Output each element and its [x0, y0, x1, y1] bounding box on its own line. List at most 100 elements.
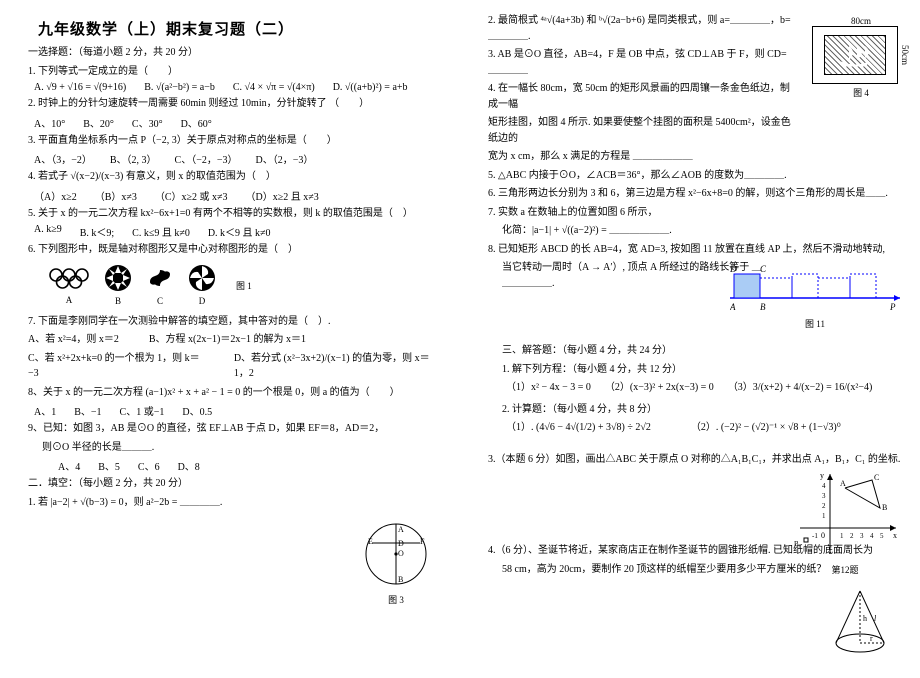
q7-row2: C、若 x²+2x+k=0 的一个根为 1，则 k＝−3 D、若分式 (x²−3…: [28, 351, 442, 382]
q2-stem: 2. 时钟上的分针匀速旋转一周需要 60min 则经过 10min，分针旋转了 …: [28, 96, 442, 112]
q1-opt-b: B. √(a²−b²) = a−b: [144, 82, 215, 93]
icon-c-label: C: [157, 296, 163, 306]
svg-text:2: 2: [850, 532, 854, 540]
s-shape-icon: [146, 264, 174, 292]
q2-choices: A、10° B、20° C、30° D、60°: [34, 115, 442, 130]
q7-row1: A、若 x²=4，则 x＝2 B、方程 x(2x−1)＝2x−1 的解为 x＝1: [28, 332, 442, 348]
figure-3: A O D E F B 图 3: [362, 520, 430, 606]
svg-text:-1: -1: [812, 532, 818, 540]
task-1: 1. 解下列方程：（每小题 4 分，共 12 分）: [502, 362, 902, 378]
section-2-heading: 二．填空：（每小题 2 分，共 20 分）: [28, 476, 442, 492]
icon-a-label: A: [66, 295, 73, 305]
task-1-items: （1）x² − 4x − 3 = 0 （2）(x−3)² + 2x(x−3) =…: [506, 380, 902, 396]
svg-text:O: O: [398, 549, 404, 558]
problem-3: 3.（本题 6 分）如图，画出△ABC 关于原点 O 对称的△A₁B₁C₁，并求…: [488, 452, 902, 468]
section-3-heading: 三、解答题：（每小题 4 分，共 24 分）: [502, 343, 902, 359]
q3-opt-d: D、（2，−3）: [256, 151, 314, 166]
svg-text:B: B: [760, 302, 766, 312]
fill-6: 6. 三角形两边长分别为 3 和 6，第三边是方程 x²−6x+8=0 的解，则…: [488, 186, 902, 202]
q3-opt-c: C、（−2，−3）: [175, 151, 238, 166]
q9-opt-b: B、5: [98, 458, 120, 473]
q7-opt-d: D、若分式 (x²−3x+2)/(x−1) 的值为零，则 x＝1，2: [234, 351, 442, 382]
svg-text:x: x: [893, 531, 897, 540]
figure-3-caption: 图 3: [362, 593, 430, 606]
q2-opt-b: B、20°: [83, 115, 114, 130]
figure-4: 80cm 50cm 图 4: [812, 16, 910, 99]
fig4-inner-rect: [824, 35, 886, 75]
fig4-dim-50: 50cm: [900, 45, 910, 65]
page-title: 九年级数学（上）期末复习题（二）: [38, 18, 442, 39]
q9-opt-c: C、6: [138, 458, 160, 473]
icon-d: D: [188, 264, 216, 306]
q8-opt-a: A、1: [34, 403, 56, 418]
q4-opt-a: （A）x≥2: [34, 188, 77, 203]
svg-text:l: l: [874, 614, 877, 623]
fig4-dim-80: 80cm: [812, 16, 910, 26]
fig4-outer-rect: [812, 26, 898, 84]
q1-stem: 1. 下列等式一定成立的是（ ）: [28, 64, 442, 80]
svg-text:1: 1: [840, 532, 844, 540]
q8-opt-c: C、1 或−1: [120, 403, 165, 418]
q6-stem: 6. 下列图形中，既是轴对称图形又是中心对称图形的是（ ）: [28, 242, 442, 258]
fill-4c: 宽为 x cm，那么 x 满足的方程是 ＿＿＿＿＿＿: [488, 149, 902, 165]
icon-d-label: D: [199, 296, 206, 306]
figure-11: D C A B P 图 11: [730, 258, 900, 330]
svg-text:B: B: [398, 575, 403, 584]
fill-7b: 化简：|a−1| + √((a−2)²) = ＿＿＿＿＿＿.: [502, 223, 902, 239]
q4-choices: （A）x≥2 （B）x≠3 （C）x≥2 或 x≠3 （D）x≥2 且 x≠3: [34, 188, 442, 203]
q9-choices: A、4 B、5 C、6 D、8: [58, 458, 442, 473]
q5-stem: 5. 关于 x 的一元二次方程 kx²−6x+1=0 有两个不相等的实数根，则 …: [28, 206, 442, 222]
figure-4-caption: 图 4: [812, 86, 910, 99]
q4-opt-c: （C）x≥2 或 x≠3: [155, 188, 228, 203]
q9-opt-a: A、4: [58, 458, 80, 473]
cone-icon: h l r: [830, 585, 890, 657]
task-2-items: （1）. (4√6 − 4√(1/2) + 3√8) ÷ 2√2 （2）. (−…: [506, 420, 902, 436]
figure-1-caption: 图 1: [236, 279, 252, 292]
q9-stem-b: 则⊙O 半径的长是＿＿＿.: [42, 440, 442, 456]
fill-1: 1. 若 |a−2| + √(b−3) = 0，则 a²−2b = ＿＿＿＿.: [28, 495, 442, 511]
fill-5: 5. △ABC 内接于⊙O，∠ACB＝36°，那么∠AOB 的度数为＿＿＿＿.: [488, 168, 902, 184]
svg-text:A: A: [730, 302, 736, 312]
coordinate-graph: x y 0 A C B 12345 -1 1234 B₁ 第12题: [790, 468, 900, 576]
q5-opt-a: A. k≥9: [34, 224, 62, 239]
t2b: （2）. (−2)² − (√2)⁻¹ × √8 + (1−√3)⁰: [691, 420, 841, 436]
svg-text:3: 3: [822, 492, 826, 500]
q5-choices: A. k≥9 B. k＜9; C. k≤9 且 k≠0 D. k＜9 且 k≠0: [34, 224, 442, 239]
q2-opt-d: D、60°: [181, 115, 212, 130]
q4-opt-b: （B）x≠3: [95, 188, 137, 203]
q7-opt-a: A、若 x²=4，则 x＝2: [28, 332, 119, 348]
svg-text:1: 1: [822, 512, 826, 520]
q5-opt-b: B. k＜9;: [80, 224, 114, 239]
q3-stem: 3. 平面直角坐标系内一点 P（−2, 3）关于原点对称点的坐标是（ ）: [28, 133, 442, 149]
exam-page: 九年级数学（上）期末复习题（二） 一选择题：（每道小题 2 分，共 20 分） …: [0, 0, 920, 678]
q2-opt-a: A、10°: [34, 115, 65, 130]
fill-8a: 8. 已知矩形 ABCD 的长 AB=4，宽 AD=3, 按如图 11 放置在直…: [488, 242, 902, 258]
q8-opt-d: D、0.5: [182, 403, 212, 418]
q4-stem: 4. 若式子 √(x−2)/(x−3) 有意义，则 x 的取值范围为（ ）: [28, 169, 442, 185]
q5-opt-d: D. k＜9 且 k≠0: [208, 224, 271, 239]
q3-opt-b: B、（2, 3）: [110, 151, 157, 166]
circle-chord-icon: A O D E F B: [362, 520, 430, 588]
q5-opt-c: C. k≤9 且 k≠0: [132, 224, 190, 239]
fill-4b: 矩形挂图，如图 4 所示. 如果要使整个挂图的面积是 5400cm²，设金色纸边…: [488, 115, 902, 146]
figure-1-icons: A B: [48, 264, 442, 306]
hex-flower-icon: [104, 264, 132, 292]
q2-opt-c: C、30°: [132, 115, 163, 130]
icon-a: A: [48, 265, 90, 305]
svg-text:E: E: [368, 537, 373, 546]
figure-11-caption: 图 11: [730, 317, 900, 330]
q9-opt-d: D、8: [178, 458, 200, 473]
t1c: （3）3/(x+2) + 4/(x−2) = 16/(x²−4): [728, 380, 873, 396]
svg-text:B₁: B₁: [794, 540, 801, 548]
task-2: 2. 计算题：（每小题 4 分，共 8 分）: [502, 402, 902, 418]
q7-opt-b: B、方程 x(2x−1)＝2x−1 的解为 x＝1: [149, 332, 306, 348]
q8-stem: 8、关于 x 的一元二次方程 (a−1)x² + x + a² − 1 = 0 …: [28, 385, 442, 401]
olympic-rings-icon: [48, 265, 90, 291]
q1-opt-c: C. √4 × √π = √(4×π): [233, 82, 315, 93]
svg-text:2: 2: [822, 502, 826, 510]
q1-opt-a: A. √9 + √16 = √(9+16): [34, 82, 126, 93]
q8-opt-b: B、−1: [74, 403, 101, 418]
svg-text:D: D: [398, 539, 404, 548]
svg-text:4: 4: [822, 482, 826, 490]
svg-text:5: 5: [880, 532, 884, 540]
